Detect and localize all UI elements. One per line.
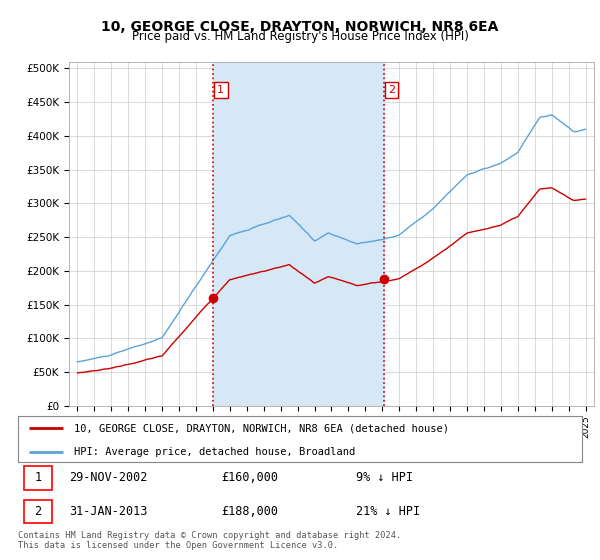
Bar xyxy=(23,466,52,489)
Text: 2: 2 xyxy=(388,85,395,95)
Text: Price paid vs. HM Land Registry's House Price Index (HPI): Price paid vs. HM Land Registry's House … xyxy=(131,30,469,43)
Text: 29-NOV-2002: 29-NOV-2002 xyxy=(69,472,147,484)
Bar xyxy=(23,500,52,524)
Text: 2: 2 xyxy=(34,505,41,518)
Text: 31-JAN-2013: 31-JAN-2013 xyxy=(69,505,147,518)
Text: £188,000: £188,000 xyxy=(221,505,278,518)
Bar xyxy=(213,62,383,406)
Text: 21% ↓ HPI: 21% ↓ HPI xyxy=(356,505,421,518)
Text: Contains HM Land Registry data © Crown copyright and database right 2024.
This d: Contains HM Land Registry data © Crown c… xyxy=(18,531,401,550)
Text: 10, GEORGE CLOSE, DRAYTON, NORWICH, NR8 6EA (detached house): 10, GEORGE CLOSE, DRAYTON, NORWICH, NR8 … xyxy=(74,423,449,433)
Text: 1: 1 xyxy=(34,472,41,484)
Text: HPI: Average price, detached house, Broadland: HPI: Average price, detached house, Broa… xyxy=(74,447,356,457)
Text: 1: 1 xyxy=(217,85,224,95)
Text: 9% ↓ HPI: 9% ↓ HPI xyxy=(356,472,413,484)
Text: 10, GEORGE CLOSE, DRAYTON, NORWICH, NR8 6EA: 10, GEORGE CLOSE, DRAYTON, NORWICH, NR8 … xyxy=(101,20,499,34)
Text: £160,000: £160,000 xyxy=(221,472,278,484)
